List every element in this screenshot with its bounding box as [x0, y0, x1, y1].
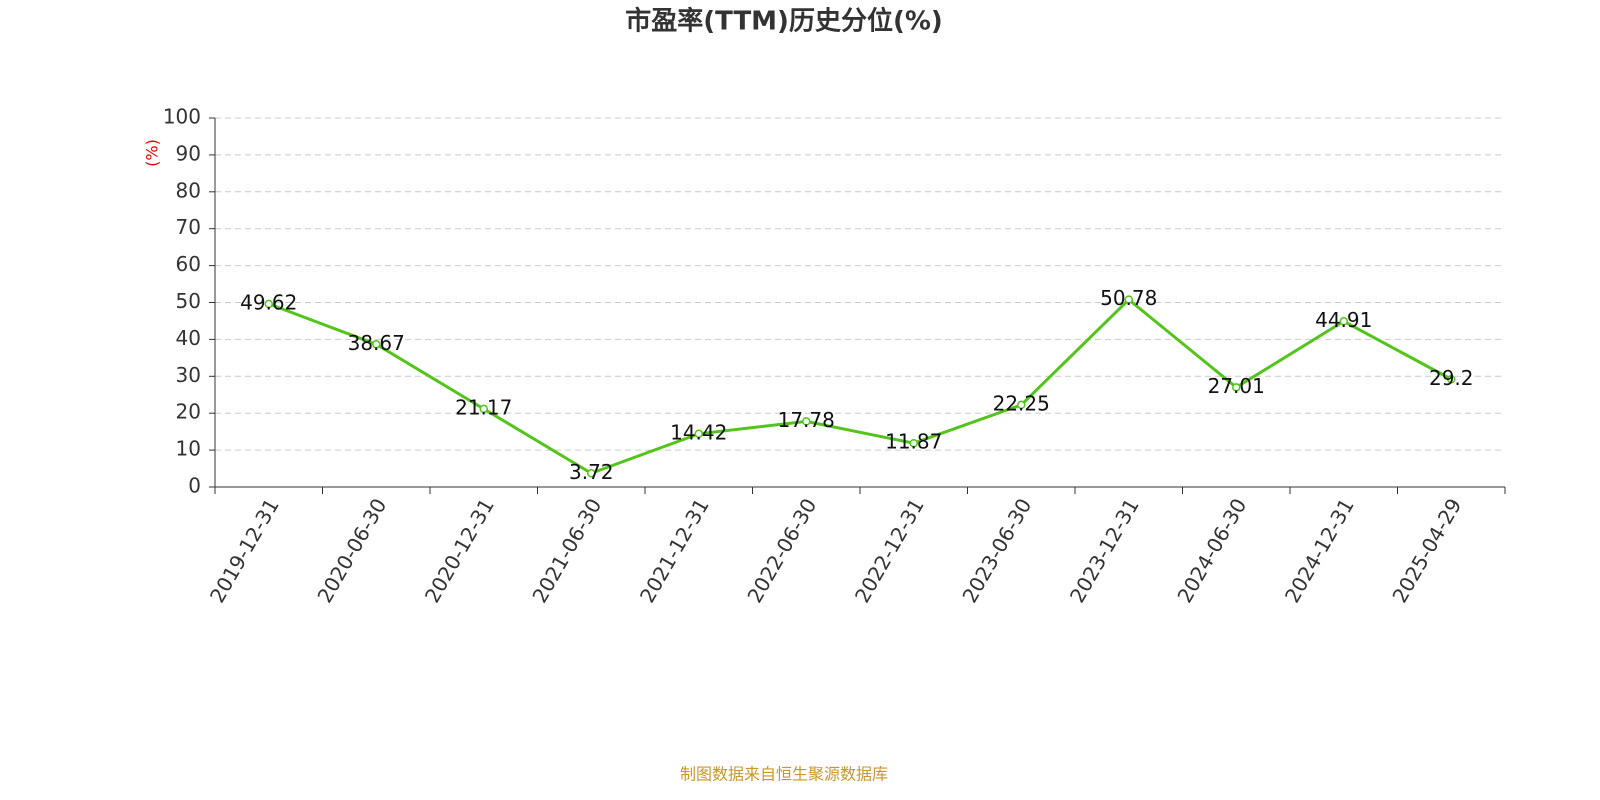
- point: [372, 340, 381, 349]
- point: [479, 404, 488, 414]
- x-tick-label: 2022-12-31: [850, 494, 929, 607]
- y-tick-label: 70: [176, 215, 201, 239]
- data-label: 22.25: [993, 391, 1050, 415]
- point: [694, 429, 703, 439]
- source-note: 制图数据来自恒生聚源数据库: [680, 765, 888, 784]
- data-label: 44.91: [1315, 308, 1372, 332]
- point: [1232, 383, 1241, 392]
- data-label: 14.42: [670, 420, 727, 444]
- point: [909, 438, 918, 448]
- point: [802, 417, 811, 426]
- x-tick-label: 2019-12-31: [205, 494, 284, 607]
- x-tick-label: 2023-06-30: [957, 494, 1036, 607]
- point: [587, 469, 596, 478]
- point: [1339, 317, 1348, 326]
- data-label: 27.01: [1208, 374, 1265, 398]
- data-label: 38.67: [348, 331, 405, 355]
- data-label: 29.2: [1429, 366, 1474, 390]
- y-tick-label: 30: [176, 363, 201, 387]
- x-tick-label: 2021-06-30: [527, 494, 606, 607]
- data-label: 17.78: [778, 408, 835, 432]
- y-tick-label: 40: [176, 326, 201, 350]
- x-tick-label: 2022-06-30: [742, 494, 821, 607]
- y-tick-label: 100: [163, 105, 201, 129]
- chart-title: 市盈率(TTM)历史分位(%): [625, 6, 943, 37]
- y-tick-label: 90: [176, 141, 201, 165]
- x-tick-label: 2024-12-31: [1280, 494, 1359, 607]
- y-tick-label: 80: [176, 178, 201, 202]
- data-label: 50.78: [1100, 286, 1157, 310]
- y-axis-label: (%): [143, 139, 162, 167]
- y-tick-label: 10: [176, 437, 201, 461]
- point: [1017, 400, 1026, 410]
- point: [1124, 295, 1133, 304]
- data-label: 49.62: [240, 290, 297, 314]
- line: [268, 297, 1452, 475]
- point: [264, 299, 273, 309]
- data-label: 21.17: [455, 395, 512, 419]
- y-tick-label: 0: [188, 474, 201, 498]
- x-tick-label: 2025-04-29: [1387, 494, 1466, 607]
- y-tick-label: 20: [176, 400, 201, 424]
- data-label: 11.87: [885, 430, 942, 454]
- x-tick-label: 2021-12-31: [635, 494, 714, 607]
- x-tick-label: 2023-12-31: [1065, 494, 1144, 607]
- data-label: 3.72: [569, 460, 614, 484]
- y-tick-label: 60: [176, 252, 201, 276]
- x-tick-label: 2020-12-31: [420, 494, 499, 607]
- x-tick-label: 2024-06-30: [1172, 494, 1251, 607]
- point: [1447, 375, 1456, 384]
- y-tick-label: 50: [176, 289, 201, 313]
- x-tick-label: 2020-06-30: [312, 494, 391, 607]
